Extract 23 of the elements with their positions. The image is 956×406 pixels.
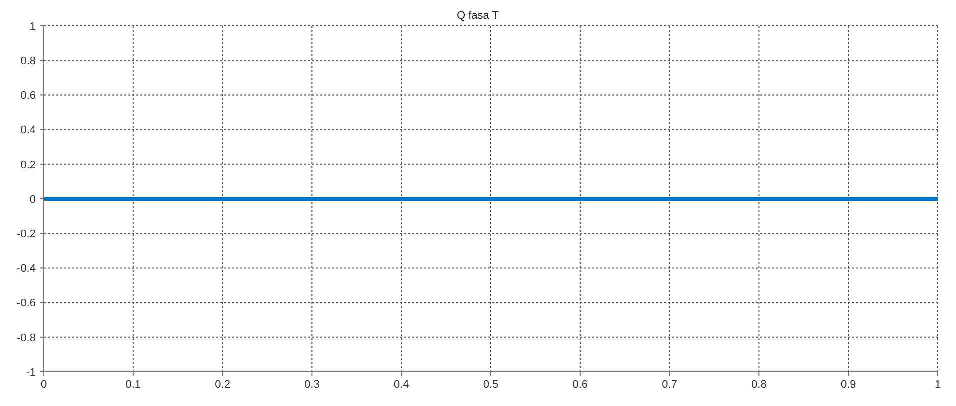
x-tick-label: 0 [40, 378, 48, 391]
x-tick-label: 0.3 [304, 378, 320, 391]
x-tick-label: 0.6 [572, 378, 588, 391]
y-tick-label: 1 [30, 20, 36, 33]
x-tick-label: 0.4 [394, 378, 410, 391]
x-tick-label: 0.8 [752, 378, 767, 391]
x-tick-label: 0.2 [215, 378, 230, 391]
y-tick-label: 0.4 [20, 124, 36, 137]
x-tick-label: 0.5 [483, 378, 499, 391]
y-tick-label: -0.6 [17, 298, 36, 310]
y-tick-label: -0.4 [17, 263, 36, 276]
y-tick-label: -1 [26, 366, 36, 379]
y-tick-label: 0.2 [20, 159, 36, 172]
x-tick-label: 0.7 [662, 378, 678, 391]
y-tick-label: -0.2 [17, 228, 36, 241]
y-tick-label: -0.8 [17, 332, 36, 344]
x-tick-label: 0.1 [126, 378, 142, 391]
y-tick-label: 0 [30, 194, 36, 206]
x-tick-label: 1 [934, 378, 942, 391]
chart-title: Q fasa T [456, 10, 500, 22]
x-tick-label: 0.9 [840, 378, 856, 391]
y-tick-label: 0.6 [20, 90, 36, 102]
y-tick-label: 0.8 [20, 56, 36, 68]
